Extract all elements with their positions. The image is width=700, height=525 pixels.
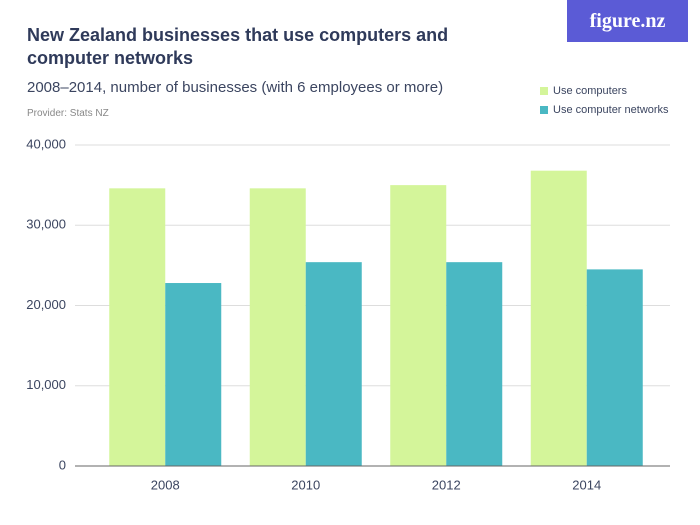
chart-subtitle: 2008–2014, number of businesses (with 6 …: [27, 79, 444, 96]
y-tick-label: 10,000: [26, 377, 66, 392]
chart-title: New Zealand businesses that use computer…: [27, 25, 449, 68]
bar: [109, 188, 166, 466]
bar: [586, 269, 643, 466]
bar: [530, 170, 587, 466]
legend-swatch: [540, 106, 548, 114]
bar: [446, 262, 503, 466]
bar: [390, 185, 447, 466]
x-tick-label: 2008: [151, 477, 180, 492]
provider: Provider: Stats NZ: [27, 108, 109, 119]
bar: [249, 188, 306, 466]
x-tick-label: 2012: [432, 477, 461, 492]
x-tick-label: 2014: [572, 477, 601, 492]
x-tick-label: 2010: [291, 477, 320, 492]
legend-label: Use computer networks: [553, 104, 669, 116]
y-tick-label: 30,000: [26, 217, 66, 232]
legend-label: Use computers: [553, 85, 627, 97]
bar: [305, 262, 362, 466]
bar: [165, 283, 222, 466]
y-tick-label: 40,000: [26, 136, 66, 151]
y-tick-label: 20,000: [26, 297, 66, 312]
y-tick-label: 0: [59, 457, 66, 472]
legend-swatch: [540, 87, 548, 95]
logo[interactable]: figure.nz: [567, 0, 688, 42]
